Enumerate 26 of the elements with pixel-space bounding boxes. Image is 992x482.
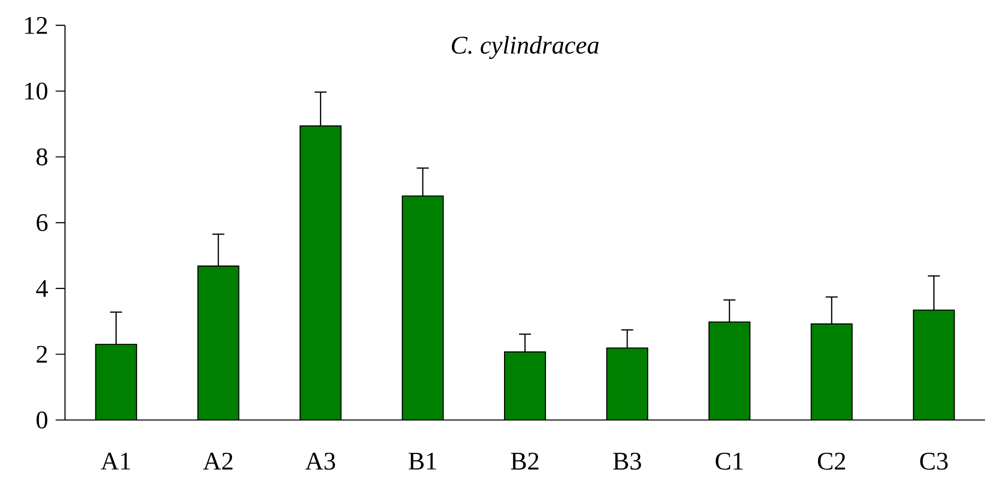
y-tick-label: 0 [36,411,48,429]
y-tick-label: 6 [36,214,48,232]
x-tick-label: B2 [510,452,538,470]
x-tick-label: B1 [408,452,436,470]
bar [709,322,750,420]
x-tick-label: C1 [716,452,743,470]
bar [402,196,444,420]
bar [504,352,546,420]
x-tick-label: C3 [920,452,948,470]
bar [811,324,852,420]
bar [912,310,955,420]
bar [198,266,239,420]
x-tick-label: A3 [305,452,336,470]
chart-title: C. cylindracea [452,36,599,59]
x-tick-label: A1 [100,452,130,470]
x-tick-label: A2 [203,452,232,470]
x-tick-label: B3 [613,452,642,470]
y-tick-label: 2 [36,346,47,363]
bar [606,348,648,420]
bar [96,344,137,420]
y-tick-label: 8 [36,148,48,166]
y-tick-label: 10 [25,82,48,100]
x-tick-label: C2 [818,452,846,470]
y-tick-label: 4 [36,280,48,297]
y-tick-label: 12 [25,16,47,34]
bar [300,126,342,420]
